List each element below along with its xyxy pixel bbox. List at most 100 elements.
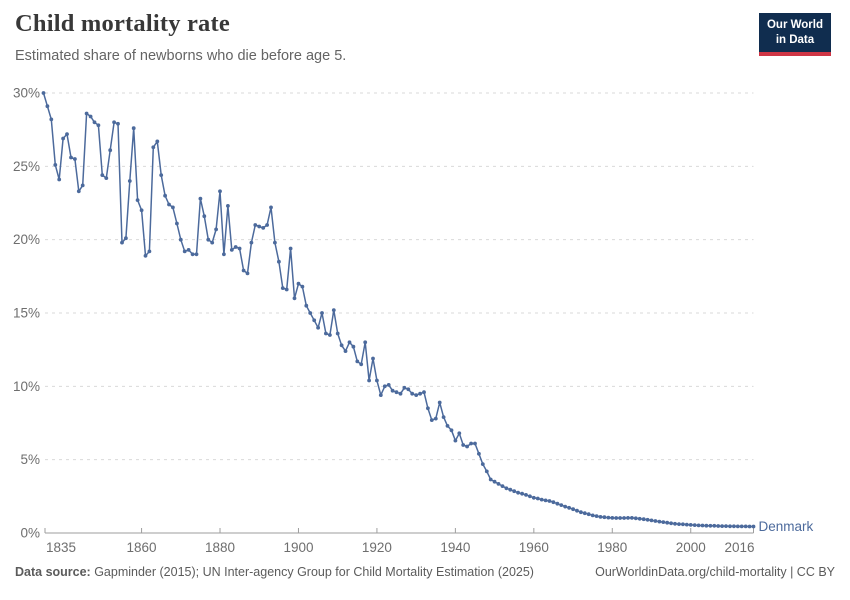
data-point-1892: [265, 223, 269, 227]
data-point-1947: [480, 462, 485, 466]
data-point-1840: [61, 136, 65, 141]
data-point-1908: [328, 333, 332, 337]
data-point-1857: [127, 179, 132, 183]
data-point-1835: [41, 91, 46, 95]
data-point-1997: [677, 522, 681, 526]
data-point-1968: [563, 504, 568, 509]
data-point-1962: [539, 497, 544, 502]
data-point-1893: [269, 205, 273, 210]
data-point-1958: [524, 493, 528, 497]
data-point-1848: [92, 120, 97, 125]
data-point-2000: [688, 523, 693, 527]
data-point-1963: [543, 498, 548, 503]
data-point-1930: [414, 393, 419, 397]
owid-logo[interactable]: Our World in Data: [758, 13, 831, 56]
data-point-1911: [339, 343, 344, 348]
y-tick-label-25: 25%: [13, 159, 40, 174]
data-point-1959: [528, 494, 532, 499]
data-point-1913: [347, 340, 352, 345]
data-source-label: Data source:: [15, 565, 91, 579]
page-title: Child mortality rate: [15, 10, 230, 37]
data-point-1944: [469, 441, 473, 446]
data-point-1863: [151, 145, 156, 150]
data-point-1951: [496, 482, 501, 486]
data-point-1942: [461, 443, 466, 447]
data-point-1953: [504, 486, 509, 491]
data-point-1865: [159, 173, 164, 178]
data-point-1912: [343, 349, 348, 353]
data-point-1853: [112, 120, 116, 125]
x-tick-label-1880: 1880: [205, 540, 235, 555]
data-point-1918: [367, 378, 371, 383]
data-point-2003: [700, 523, 705, 528]
data-point-1915: [355, 359, 360, 364]
data-point-1998: [681, 522, 685, 527]
data-point-1990: [649, 518, 654, 523]
data-point-1955: [512, 489, 517, 494]
data-point-1982: [618, 516, 622, 520]
data-point-1862: [147, 249, 152, 254]
data-point-1995: [669, 521, 673, 526]
data-point-2012: [735, 524, 740, 529]
data-point-1921: [378, 393, 383, 397]
data-point-1984: [626, 516, 630, 520]
chart-footer: Data source: Gapminder (2015); UN Inter-…: [15, 565, 835, 579]
data-point-2007: [716, 524, 721, 528]
data-point-1887: [245, 271, 250, 276]
x-tick-label-1920: 1920: [362, 540, 392, 555]
data-point-1975: [590, 513, 595, 518]
data-point-1852: [108, 148, 113, 153]
data-point-1926: [398, 391, 403, 396]
data-point-2016: [751, 524, 756, 529]
data-point-1979: [606, 515, 611, 520]
data-point-1904: [312, 318, 317, 323]
data-point-1869: [175, 221, 179, 226]
data-point-1837: [49, 117, 54, 122]
owid-url-link[interactable]: OurWorldinData.org/child-mortality: [595, 565, 787, 579]
y-tick-label-30: 30%: [13, 86, 40, 101]
data-point-1839: [57, 177, 62, 182]
data-point-1866: [163, 193, 168, 198]
x-tick-label-1900: 1900: [283, 540, 313, 555]
data-point-1895: [277, 259, 281, 264]
data-point-1900: [296, 281, 301, 286]
data-point-1976: [594, 514, 599, 518]
data-point-1992: [657, 519, 662, 524]
data-point-1838: [53, 163, 58, 167]
data-point-2014: [743, 524, 748, 529]
data-point-1864: [155, 139, 160, 144]
data-point-1909: [331, 308, 336, 312]
data-point-1941: [457, 431, 462, 436]
data-point-1938: [445, 424, 450, 428]
y-tick-label-0: 0%: [20, 526, 40, 541]
data-point-1956: [516, 490, 520, 495]
data-point-1907: [324, 331, 328, 336]
data-point-1954: [508, 487, 513, 492]
x-tick-label-2016: 2016: [724, 540, 754, 555]
data-point-1873: [190, 252, 195, 257]
data-point-1884: [233, 245, 238, 249]
data-point-2006: [712, 523, 717, 528]
data-point-1939: [449, 428, 454, 433]
x-tick-label-1860: 1860: [127, 540, 157, 555]
data-point-1928: [406, 387, 411, 392]
data-point-1843: [73, 157, 77, 161]
x-tick-label-1980: 1980: [597, 540, 627, 555]
data-point-1961: [535, 496, 540, 501]
data-source-text: Gapminder (2015); UN Inter-agency Group …: [90, 565, 534, 579]
data-point-1973: [582, 511, 587, 516]
data-point-1925: [394, 390, 399, 395]
data-point-1965: [551, 500, 556, 505]
data-point-1871: [182, 249, 187, 254]
data-point-1981: [614, 516, 619, 520]
data-point-2004: [704, 523, 709, 528]
data-point-1844: [76, 189, 81, 194]
data-point-1993: [661, 520, 666, 524]
data-point-1943: [465, 444, 469, 449]
data-point-1969: [567, 505, 571, 510]
data-point-1897: [284, 287, 289, 292]
series-label-denmark: Denmark: [759, 519, 814, 534]
data-point-1971: [575, 508, 579, 513]
data-point-1859: [135, 198, 140, 203]
